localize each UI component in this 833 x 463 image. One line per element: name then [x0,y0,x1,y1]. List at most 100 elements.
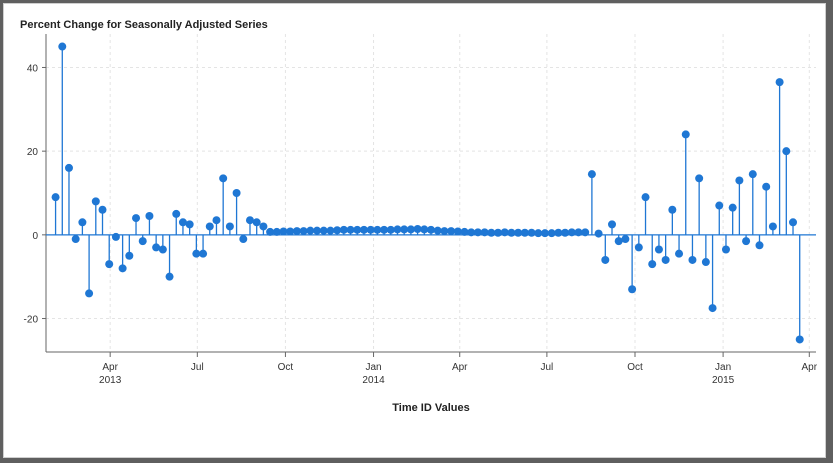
data-point [608,220,617,229]
data-point [775,78,784,87]
x-tick-label: Oct [278,362,294,373]
x-tick-label: Jul [540,362,553,373]
data-point [762,182,771,191]
x-tick-labels: Apr 2013 Jul Oct Jan 2014 Apr Jul Oct Jan 2015 Apr [99,362,818,386]
data-point [755,241,764,250]
data-point [380,225,389,234]
data-point [219,174,228,183]
data-point [306,226,315,235]
data-point [473,228,482,237]
data-point [71,235,80,244]
data-point [701,258,710,267]
data-point [695,174,704,183]
data-point [621,235,630,244]
data-point [400,225,409,234]
data-point [594,229,603,238]
data-point [158,245,167,254]
data-point [547,229,556,238]
data-point [661,255,670,264]
data-point [641,193,650,202]
data-point [252,218,261,227]
data-point [494,228,503,237]
data-point [111,232,120,241]
data-point [51,193,60,202]
data-point [165,272,174,281]
chart-title: Percent Change for Seasonally Adjusted S… [20,19,268,31]
data-point [339,225,348,234]
data-point [239,235,248,244]
data-point [587,170,596,179]
data-point [721,245,730,254]
data-point [333,226,342,235]
x-tick-label: Apr [802,362,818,373]
x-tick-label: Oct [627,362,643,373]
data-point [64,163,73,172]
data-point [500,228,509,237]
axes [42,34,816,357]
data-point [768,222,777,231]
x-tick-label: Jan [365,362,381,373]
data-point [748,170,757,179]
y-tick-label: 0 [32,231,38,242]
data-point [467,228,476,237]
data-point [681,130,690,139]
data-point [507,228,516,237]
data-point [225,222,234,231]
data-point [386,225,395,234]
y-tick-label: 40 [27,63,39,74]
data-point [728,203,737,212]
data-point [125,251,134,260]
data-point [782,147,791,156]
data-point [98,205,107,214]
data-point [279,227,288,236]
data-point [393,225,402,234]
data-point [581,228,590,237]
data-point [554,228,563,237]
x-tick-label: Jan [715,362,731,373]
data-point [574,228,583,237]
data-point [91,197,100,206]
data-point [675,249,684,258]
data-point [614,237,623,246]
data-point [78,218,87,227]
y-tick-label: -20 [24,315,39,326]
data-point [520,228,529,237]
data-point [205,222,214,231]
needles [46,46,816,340]
data-point [232,189,241,197]
x-tick-label: Apr [102,362,118,373]
x-axis-label: Time ID Values [392,402,469,414]
data-point [433,226,442,235]
data-point [413,224,422,233]
x-tick-label: Jul [191,362,204,373]
data-point [359,225,368,234]
data-point [601,255,610,264]
data-point [561,228,570,237]
data-point [447,227,456,236]
data-point [735,176,744,185]
y-tick-label: 20 [27,147,39,158]
data-point [453,227,462,236]
data-point [259,222,268,231]
data-point [540,229,549,238]
data-point [346,225,355,234]
x-tick-year-label: 2014 [362,375,385,386]
data-point [648,260,657,269]
data-point [212,216,221,225]
data-point [266,227,275,236]
data-point [406,225,415,234]
data-point [272,227,281,236]
data-point [427,225,435,234]
data-point [366,225,375,234]
x-tick-label: Apr [452,362,468,373]
data-point [460,227,469,236]
data-point [480,228,489,237]
data-point [654,245,663,254]
data-point [58,42,67,51]
data-point [178,218,187,227]
x-tick-year-label: 2013 [99,375,122,386]
markers [51,42,804,344]
data-point [199,249,208,258]
data-point [668,205,677,214]
data-point [299,227,308,236]
